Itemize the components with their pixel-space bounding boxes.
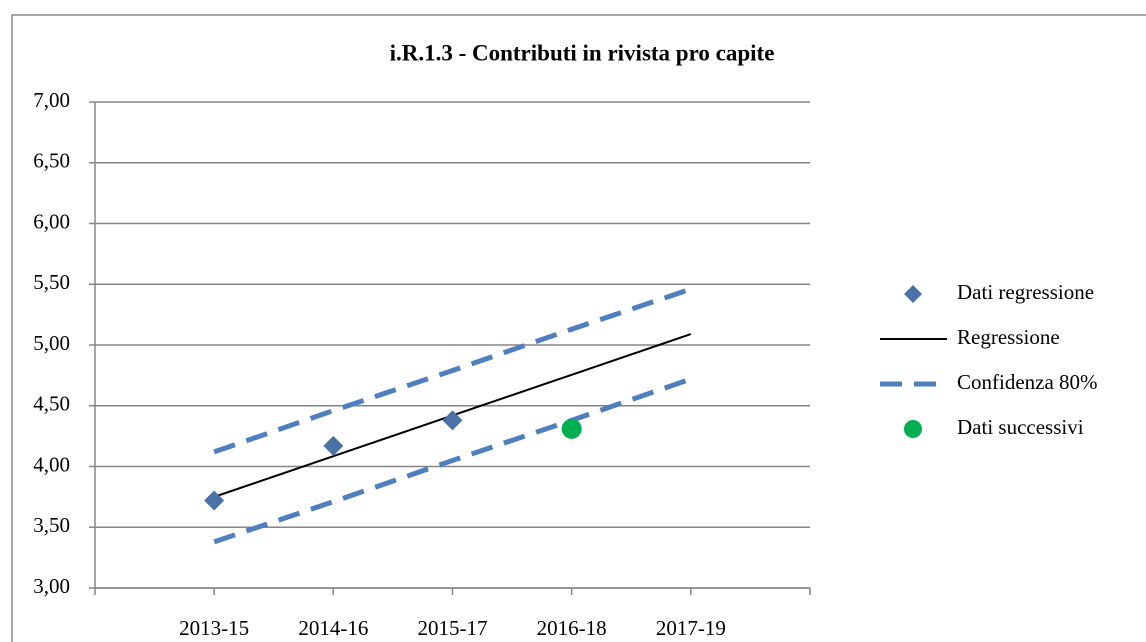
y-tick-label: 6,50 (33, 149, 70, 173)
y-tick-label: 6,00 (33, 209, 70, 233)
chart-border (11, 14, 1146, 642)
y-tick-label: 5,00 (33, 331, 70, 355)
data-point (323, 435, 344, 456)
legend-label: Regressione (957, 325, 1060, 349)
legend-label: Confidenza 80% (957, 370, 1098, 394)
chart-title: i.R.1.3 - Contributi in rivista pro capi… (390, 40, 775, 65)
x-tick-label: 2013-15 (179, 616, 249, 640)
legend-marker (904, 420, 922, 438)
confidence-line (213, 376, 692, 545)
y-tick-label: 7,00 (33, 88, 70, 112)
y-tick-label: 5,50 (33, 270, 70, 294)
x-tick-label: 2017-19 (656, 616, 726, 640)
data-point (442, 410, 463, 431)
legend-label: Dati successivi (957, 415, 1084, 439)
y-tick-label: 3,00 (33, 574, 70, 598)
data-point (204, 490, 225, 511)
x-tick-label: 2014-16 (298, 616, 368, 640)
y-tick-label: 4,50 (33, 392, 70, 416)
confidence-line (213, 286, 692, 455)
y-tick-label: 4,00 (33, 452, 70, 476)
x-tick-label: 2015-17 (418, 616, 488, 640)
y-tick-label: 3,50 (33, 513, 70, 537)
x-tick-label: 2016-18 (537, 616, 607, 640)
legend-marker (904, 285, 922, 303)
legend-label: Dati regressione (957, 280, 1094, 304)
data-point (561, 418, 582, 439)
